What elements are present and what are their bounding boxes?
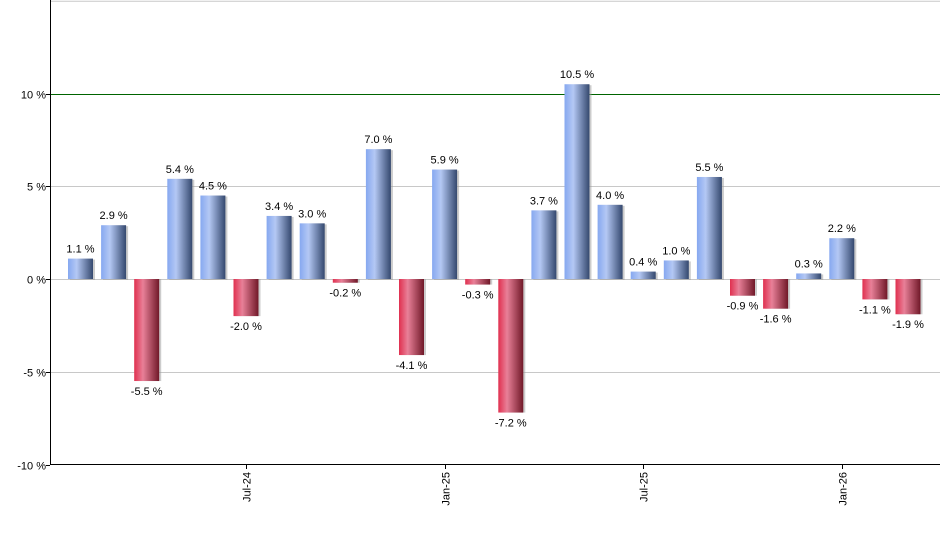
bar-Dec-25 <box>796 273 822 279</box>
value-label: -0.9 % <box>727 301 759 313</box>
value-label: 0.4 % <box>629 257 657 269</box>
y-tick-label: -5 % <box>23 368 46 380</box>
bar-May-24 <box>167 178 193 279</box>
bar-Jun-25 <box>597 204 623 279</box>
value-label: 4.0 % <box>596 190 624 202</box>
value-label: -1.6 % <box>760 314 792 326</box>
value-label: 5.9 % <box>431 155 459 167</box>
bar-Mar-25 <box>498 279 524 413</box>
gridlines <box>50 0 940 373</box>
bar-Jan-25 <box>432 169 458 279</box>
y-tick-label: -10 % <box>17 461 46 473</box>
bar-Sep-24 <box>299 223 325 279</box>
value-label: -2.0 % <box>230 321 262 333</box>
value-label: 3.7 % <box>530 195 558 207</box>
bar-Jul-24 <box>233 279 259 317</box>
bar-Jul-25 <box>630 271 656 279</box>
value-label: 2.2 % <box>828 223 856 235</box>
value-label: 3.0 % <box>298 208 326 220</box>
x-tick-label: Jul-24 <box>242 472 254 502</box>
bar-Apr-24 <box>134 279 160 382</box>
bar-Nov-25 <box>763 279 789 309</box>
bar-Aug-25 <box>663 260 689 279</box>
bar-May-25 <box>564 84 590 279</box>
bar-Dec-24 <box>399 279 424 356</box>
bars <box>68 84 923 413</box>
bar-Feb-25 <box>465 279 491 285</box>
value-label: 0.3 % <box>795 258 823 270</box>
x-tick-label: Jul-25 <box>639 472 651 502</box>
bar-Oct-25 <box>730 279 755 296</box>
bar-Jun-24 <box>200 195 226 279</box>
bar-Aug-24 <box>266 215 292 279</box>
value-label: -1.1 % <box>859 304 891 316</box>
bar-Feb-26 <box>862 279 888 300</box>
y-tick-label: 0 % <box>27 275 46 287</box>
bar-Oct-24 <box>332 279 358 283</box>
value-label: 5.5 % <box>695 162 723 174</box>
value-label: 1.1 % <box>66 244 94 256</box>
x-tick-label: Jan-26 <box>838 472 850 506</box>
value-label: -0.3 % <box>462 290 494 302</box>
bar-Apr-25 <box>531 210 557 279</box>
value-label: 10.5 % <box>560 69 594 81</box>
value-label: -4.1 % <box>396 360 428 372</box>
value-label: 3.4 % <box>265 201 293 213</box>
y-tick-label: 10 % <box>21 90 46 102</box>
value-label: -1.9 % <box>892 319 924 331</box>
axes: -10 % -5 % 0 % 5 % 10 % Jul-24 Jan-25 Jul-25 Jan… <box>17 0 940 506</box>
bar-Sep-25 <box>696 176 722 279</box>
value-label: -7.2 % <box>495 418 527 430</box>
value-label: 2.9 % <box>100 210 128 222</box>
bar-Mar-26 <box>895 279 921 315</box>
value-label: -0.2 % <box>329 288 361 300</box>
value-label: -5.5 % <box>131 386 163 398</box>
x-tick-label: Jan-25 <box>441 472 453 506</box>
value-label: 7.0 % <box>364 134 392 146</box>
bar-Feb-24 <box>68 258 93 279</box>
value-labels: 1.1 % 2.9 % -5.5 % 5.4 % 4.5 % -2.0 % 3.4 % 3.0… <box>66 69 924 429</box>
bar-Jan-26 <box>829 238 855 279</box>
y-tick-label: 5 % <box>27 182 46 194</box>
bar-Nov-24 <box>365 149 391 279</box>
value-label: 4.5 % <box>199 181 227 193</box>
value-label: 5.4 % <box>166 164 194 176</box>
bar-Mar-24 <box>101 225 127 279</box>
value-label: 1.0 % <box>662 245 690 257</box>
